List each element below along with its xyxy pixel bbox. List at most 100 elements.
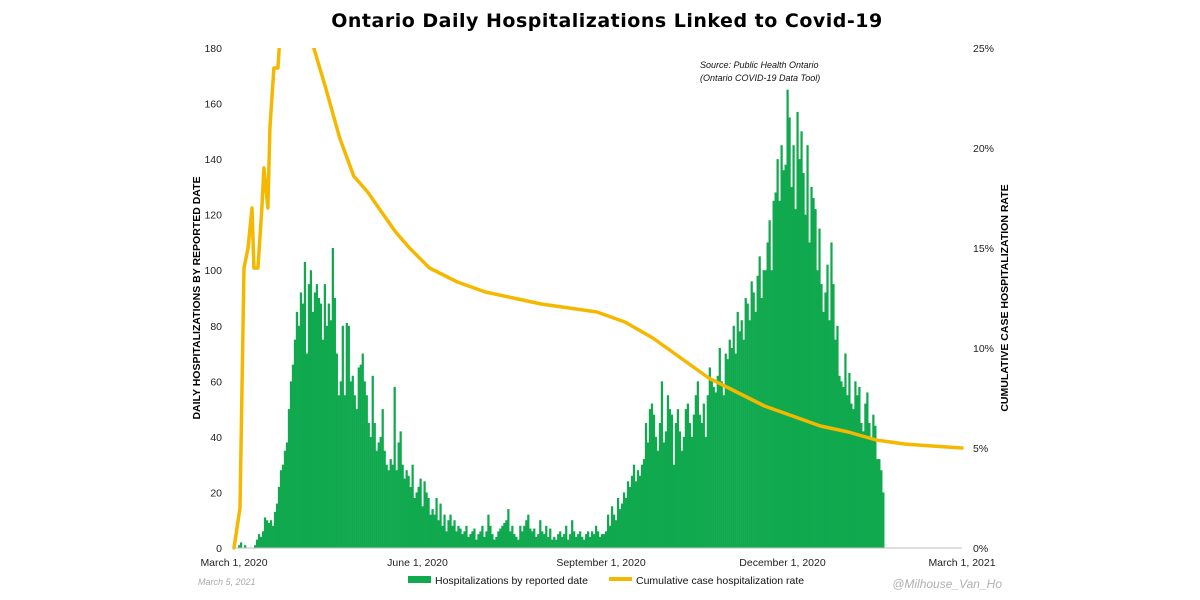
bar: [694, 395, 697, 548]
bar: [622, 492, 626, 548]
bar: [712, 386, 715, 548]
bar: [686, 403, 689, 548]
bar: [559, 531, 562, 548]
bar: [756, 275, 759, 548]
bar: [291, 364, 295, 548]
bar: [279, 470, 283, 548]
bar: [317, 298, 321, 548]
bar: [321, 339, 324, 548]
bar: [397, 442, 400, 548]
x-tick-label: September 1, 2020: [556, 557, 645, 569]
bar: [698, 414, 701, 548]
x-tick-label: March 1, 2020: [200, 557, 267, 569]
bar: [431, 509, 434, 548]
bar: [814, 209, 817, 549]
bar: [399, 431, 402, 548]
bar: [517, 539, 520, 548]
bar: [714, 392, 717, 548]
bar: [255, 539, 259, 548]
bar: [401, 464, 404, 548]
bar: [461, 534, 464, 548]
bar: [555, 539, 558, 548]
bar: [405, 470, 408, 548]
bar: [812, 198, 815, 548]
bar: [275, 503, 279, 548]
bar: [772, 200, 775, 548]
bar: [571, 520, 574, 548]
bar: [608, 525, 612, 548]
bar: [826, 264, 829, 548]
bar: [718, 348, 721, 548]
bar: [547, 536, 550, 548]
bar: [836, 325, 839, 548]
bar: [640, 464, 644, 548]
bar: [455, 531, 458, 548]
bar: [347, 325, 350, 548]
bar: [656, 450, 660, 548]
bar: [788, 117, 791, 548]
bar: [634, 481, 638, 548]
bar: [804, 214, 807, 549]
bar: [642, 459, 646, 548]
bar: [852, 409, 855, 548]
bar: [329, 320, 332, 548]
bar: [561, 536, 564, 548]
bar: [650, 403, 654, 548]
bar: [573, 531, 576, 548]
bar: [708, 367, 711, 548]
bar: [798, 159, 801, 549]
bar: [838, 375, 841, 548]
left-y-tick-label: 160: [204, 99, 222, 111]
bar: [327, 303, 330, 548]
bar: [591, 531, 594, 548]
bar: [289, 381, 293, 548]
bar: [736, 311, 739, 548]
bar: [860, 423, 863, 548]
bar: [768, 220, 771, 548]
legend-swatch-hospitalizations: [408, 576, 431, 583]
bar: [680, 450, 684, 548]
bar: [692, 414, 695, 548]
bar: [449, 514, 452, 548]
bar: [381, 409, 384, 548]
bar: [393, 386, 396, 548]
bar: [285, 442, 289, 548]
bar: [780, 145, 783, 548]
x-tick-label: December 1, 2020: [739, 557, 826, 569]
bar: [357, 367, 360, 548]
bar: [537, 534, 540, 548]
bar: [497, 531, 500, 548]
chart-title: Ontario Daily Hospitalizations Linked to…: [331, 10, 882, 32]
bar: [816, 270, 819, 548]
bar: [385, 464, 388, 548]
bar: [345, 323, 348, 548]
bar: [407, 475, 410, 548]
bar: [706, 395, 709, 548]
bar: [866, 392, 869, 548]
bar: [237, 545, 241, 548]
bar: [375, 450, 378, 548]
bar: [682, 436, 686, 548]
bar: [301, 303, 305, 548]
bar: [567, 539, 570, 548]
bar: [257, 534, 261, 548]
bar: [652, 414, 656, 548]
bar: [832, 284, 835, 548]
right-y-tick-label: 0%: [973, 543, 988, 555]
bar: [660, 381, 664, 548]
bar: [734, 353, 737, 548]
bar: [489, 525, 492, 548]
bar-series: [237, 89, 885, 549]
bar: [624, 498, 628, 548]
bar: [690, 436, 693, 548]
bar: [834, 339, 837, 548]
bar: [337, 395, 340, 548]
bar: [604, 531, 608, 548]
bar: [313, 292, 317, 548]
left-y-tick-label: 0: [216, 543, 222, 555]
bar: [395, 470, 398, 548]
bar: [429, 514, 432, 548]
bar: [668, 409, 672, 548]
bar: [479, 531, 482, 548]
bar: [704, 436, 707, 548]
